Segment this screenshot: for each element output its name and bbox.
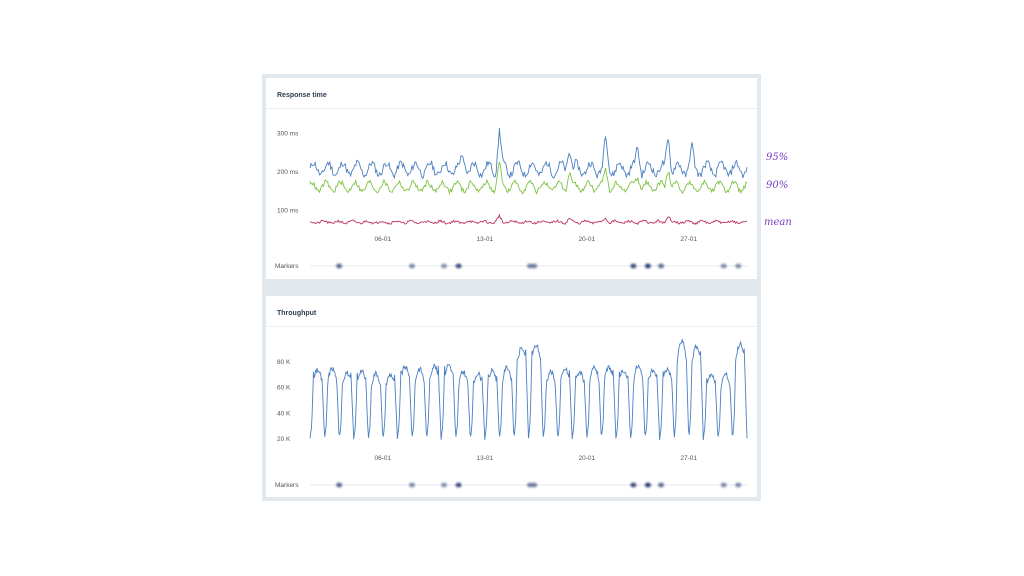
y-tick-label: 300 ms <box>277 131 299 138</box>
response-time-panel: Response time <box>266 78 757 279</box>
marker-dot[interactable] <box>455 482 462 488</box>
markers-label: Markers <box>275 263 299 270</box>
marker-dot[interactable] <box>526 482 533 488</box>
dashboard-frame: Response time Throughput <box>262 74 761 501</box>
marker-dot[interactable] <box>441 263 448 269</box>
annotation-95: 95% <box>766 152 789 163</box>
x-tick-label: 13-01 <box>476 236 493 243</box>
marker-dot[interactable] <box>644 482 651 488</box>
marker-dot[interactable] <box>630 263 637 269</box>
x-tick-label: 06-01 <box>375 455 392 462</box>
marker-dot[interactable] <box>531 263 538 269</box>
x-tick-label: 20-01 <box>578 236 595 243</box>
series-line-p95 <box>309 127 748 180</box>
series-line-mean <box>309 213 748 226</box>
series-line-p90 <box>309 161 748 195</box>
marker-dot[interactable] <box>735 482 742 488</box>
x-tick-label: 13-01 <box>476 455 493 462</box>
y-tick-label: 200 ms <box>277 169 299 176</box>
marker-dot[interactable] <box>720 482 727 488</box>
throughput-panel: Throughput <box>266 296 757 497</box>
annotation-mean: mean <box>764 217 792 228</box>
marker-dot[interactable] <box>526 263 533 269</box>
response-time-chart: 100 ms 200 ms 300 ms 06-01 13-01 20-01 27-01 Ma… <box>275 127 748 270</box>
throughput-chart: 20 K 40 K 60 K 80 K 06-01 13-01 20-01 27-01 Mark… <box>275 339 748 489</box>
markers-label: Markers <box>275 482 299 489</box>
marker-dot[interactable] <box>441 482 448 488</box>
annotation-90: 90% <box>766 180 789 191</box>
panel-divider <box>266 108 757 109</box>
x-tick-label: 27-01 <box>680 236 697 243</box>
throughput-title: Throughput <box>277 310 317 317</box>
marker-dot[interactable] <box>455 263 462 269</box>
response-time-title: Response time <box>277 92 327 99</box>
y-tick-label: 40 K <box>277 410 291 417</box>
marker-dot[interactable] <box>735 263 742 269</box>
y-tick-label: 80 K <box>277 359 291 366</box>
marker-dot[interactable] <box>408 263 415 269</box>
marker-dot[interactable] <box>336 482 343 488</box>
marker-dot[interactable] <box>630 482 637 488</box>
marker-dot[interactable] <box>658 263 665 269</box>
marker-dot[interactable] <box>658 482 665 488</box>
y-tick-label: 60 K <box>277 385 291 392</box>
series-line-throughput <box>309 339 748 441</box>
marker-dot[interactable] <box>336 263 343 269</box>
x-tick-label: 06-01 <box>375 236 392 243</box>
x-tick-label: 27-01 <box>680 455 697 462</box>
marker-dot[interactable] <box>644 263 651 269</box>
marker-dot[interactable] <box>720 263 727 269</box>
marker-dot[interactable] <box>408 482 415 488</box>
x-tick-label: 20-01 <box>578 455 595 462</box>
marker-dot[interactable] <box>531 482 538 488</box>
panel-divider <box>266 326 757 327</box>
y-tick-label: 20 K <box>277 436 291 443</box>
y-tick-label: 100 ms <box>277 208 299 215</box>
